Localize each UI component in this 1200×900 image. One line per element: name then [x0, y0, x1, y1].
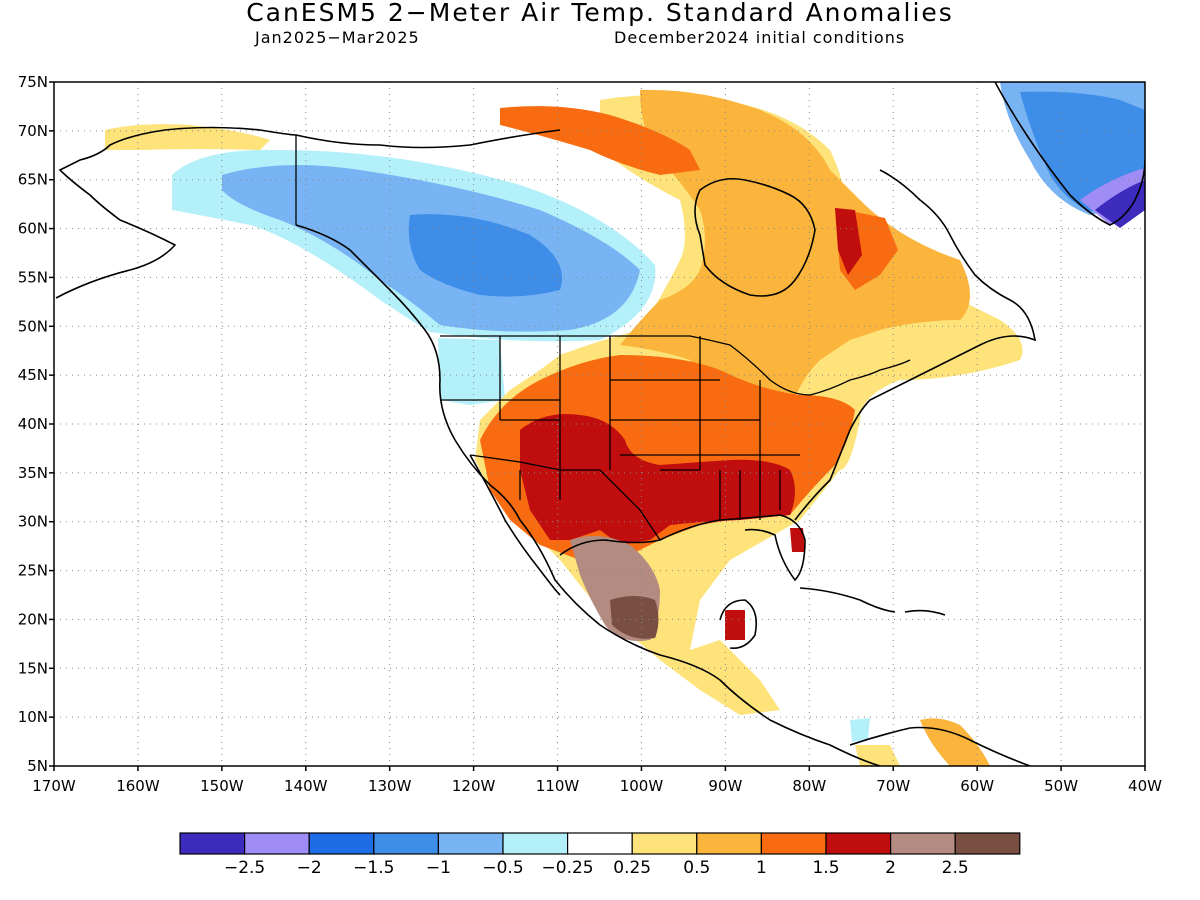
lat-label: 45N	[18, 366, 48, 384]
colorbar-swatch	[308, 832, 375, 855]
colorbar-swatch	[179, 832, 246, 855]
lon-label: 40W	[1128, 777, 1162, 795]
border-us-canada	[440, 335, 911, 396]
colorbar-swatch	[631, 832, 698, 855]
colorbar-swatch	[889, 832, 956, 855]
lat-label: 60N	[18, 220, 48, 238]
lat-label: 15N	[18, 659, 48, 677]
lat-label: 35N	[18, 464, 48, 482]
initial-conditions: December2024 initial conditions	[614, 28, 906, 47]
lat-label: 25N	[18, 562, 48, 580]
coastline-cuba	[799, 587, 896, 613]
colorbar-label: −1.5	[353, 858, 394, 878]
lon-label: 70W	[876, 777, 910, 795]
colorbar-swatch	[437, 832, 504, 855]
lon-label: 140W	[284, 777, 328, 795]
warm-region-strong	[520, 414, 795, 545]
coastline-gulf	[559, 514, 806, 582]
cold-greenland-extreme	[1095, 180, 1145, 228]
colorbar-label: −1	[426, 858, 451, 878]
lat-label: 10N	[18, 708, 48, 726]
cold-region-core	[408, 214, 562, 297]
lon-label: 120W	[452, 777, 496, 795]
forecast-period: Jan2025−Mar2025	[255, 28, 420, 47]
colorbar-label: −0.25	[542, 858, 594, 878]
coastline-greenland	[994, 82, 1145, 226]
colorbar-label: 0.5	[683, 858, 710, 878]
colorbar-swatch	[502, 832, 569, 855]
border-states-1	[499, 336, 800, 520]
colorbar-swatch	[825, 832, 892, 855]
map-title: CanESM5 2−Meter Air Temp. Standard Anoma…	[246, 0, 954, 27]
lon-label: 130W	[368, 777, 412, 795]
color-legend: −2.5 −2 −1.5 −1 −0.5 −0.25 0.25 0.5 1 1.5 2 2.5	[179, 832, 1021, 878]
cold-anomalies	[172, 82, 1145, 742]
colorbar-label: 1.5	[812, 858, 839, 878]
lon-label: 160W	[116, 777, 160, 795]
lat-label: 65N	[18, 171, 48, 189]
lat-label: 40N	[18, 415, 48, 433]
cold-caribbean	[850, 718, 870, 742]
warm-region-light-2	[620, 89, 970, 420]
colorbar-swatch	[760, 832, 827, 855]
lon-label: 80W	[792, 777, 826, 795]
colorbar-label: 2	[885, 858, 896, 878]
lon-label: 100W	[620, 777, 664, 795]
colorbar-label: −0.5	[482, 858, 523, 878]
coastline-yucatan	[719, 599, 758, 650]
colorbar-label: 1	[756, 858, 767, 878]
warm-yucatan	[725, 610, 745, 640]
gridlines	[54, 82, 1145, 766]
colorbar-label: 2.5	[942, 858, 969, 878]
colorbar-swatch	[373, 832, 439, 855]
border-states-2	[440, 399, 781, 520]
colorbar-swatch	[566, 832, 633, 855]
colorbar-label: −2	[297, 858, 322, 878]
coastlines	[55, 82, 1145, 766]
warm-south-carib	[920, 718, 990, 766]
colorbar-label: 0.25	[613, 858, 651, 878]
colorbar-swatch	[244, 832, 310, 855]
lat-label: 55N	[18, 268, 48, 286]
lat-label: 75N	[18, 73, 48, 91]
lat-label: 70N	[18, 122, 48, 140]
coastline-hudson-bay	[694, 177, 816, 297]
colorbar-label: −2.5	[224, 858, 265, 878]
warm-arctic	[500, 106, 700, 175]
warm-florida	[790, 528, 805, 552]
coastline-venezuela	[849, 726, 1031, 766]
coastline-hispaniola	[904, 609, 946, 616]
lon-label: 170W	[32, 777, 76, 795]
coastline-alaska	[55, 126, 561, 299]
lat-label: 30N	[18, 513, 48, 531]
warm-quebec-core	[835, 208, 862, 275]
lon-label: 50W	[1044, 777, 1078, 795]
lon-label: 60W	[960, 777, 994, 795]
axis-ticks: 75N 70N 65N 60N 55N 50N 45N 40N 35N 30N 25N 20N 15N 1…	[18, 73, 1162, 795]
lon-label: 110W	[536, 777, 580, 795]
lat-label: 20N	[18, 610, 48, 628]
borders	[295, 135, 911, 541]
coastline-baja	[469, 454, 561, 596]
border-us-mexico	[469, 454, 661, 541]
cold-pacific-nw	[438, 338, 505, 405]
warm-mexico-extreme	[610, 596, 659, 639]
lon-label: 150W	[200, 777, 244, 795]
anomaly-field	[105, 82, 1145, 766]
lon-label: 90W	[708, 777, 742, 795]
colorbar-swatch	[954, 832, 1021, 855]
coastline-pacific	[295, 224, 881, 766]
lat-label: 5N	[27, 757, 48, 775]
coastline-atlantic	[794, 169, 1037, 521]
lat-label: 50N	[18, 317, 48, 335]
colorbar-swatch	[696, 832, 762, 855]
